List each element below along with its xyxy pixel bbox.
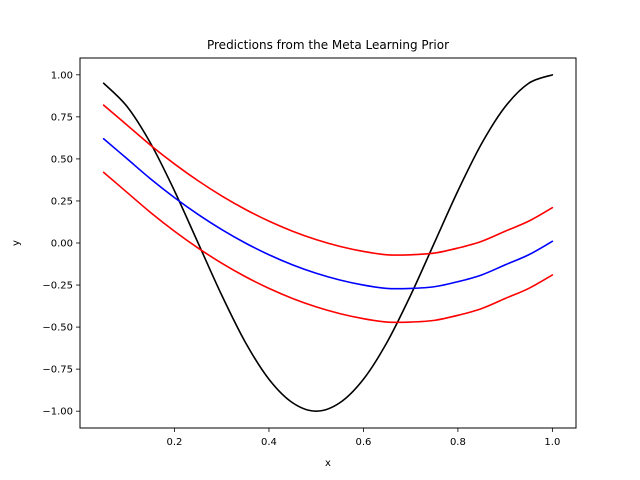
y-tick-label: −1.00 (42, 407, 73, 418)
x-axis: 0.2 0.4 0.6 0.8 1.0 (167, 428, 560, 448)
x-axis-label: x (325, 458, 331, 469)
y-tick-label: −0.25 (42, 281, 73, 292)
series-line-1 (102, 74, 554, 412)
x-tick-label: 1.0 (544, 437, 560, 448)
x-tick-label: 0.2 (167, 437, 183, 448)
y-tick-label: 0.75 (51, 112, 73, 123)
y-tick-label: 1.00 (51, 70, 73, 81)
y-axis-label: y (11, 240, 22, 246)
x-tick-label: 0.4 (261, 437, 277, 448)
x-tick-label: 0.8 (450, 437, 466, 448)
y-tick-label: 0.25 (51, 196, 73, 207)
y-tick-label: −0.50 (42, 323, 73, 334)
y-tick-label: 0.00 (51, 239, 73, 250)
chart-title: Predictions from the Meta Learning Prior (207, 38, 449, 52)
series-line-4 (102, 171, 554, 324)
series-line-2 (102, 137, 554, 290)
y-tick-label: 0.50 (51, 154, 73, 165)
series-line-3 (102, 104, 554, 256)
plot-area (102, 74, 554, 412)
y-tick-label: −0.75 (42, 365, 73, 376)
y-axis: −1.00 −0.75 −0.50 −0.25 0.00 0.25 0.50 0.75 1.00 (42, 70, 80, 418)
x-tick-label: 0.6 (355, 437, 371, 448)
